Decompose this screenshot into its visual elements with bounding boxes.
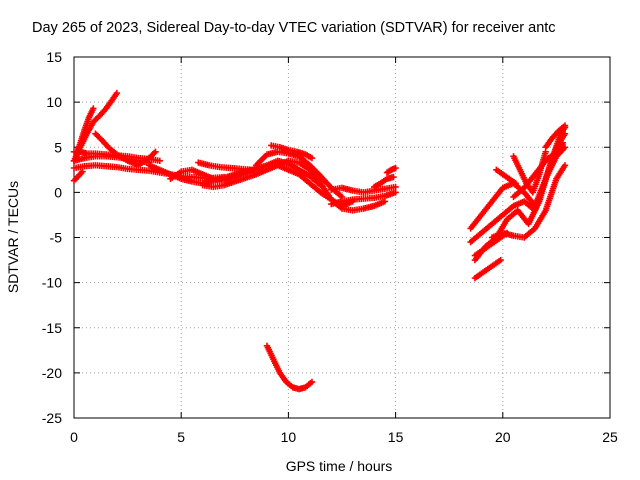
data-point [392, 164, 399, 172]
series-track-17 [370, 173, 397, 191]
data-point [561, 144, 569, 151]
y-tick-label: -10 [42, 275, 62, 291]
series-track-26 [510, 148, 549, 196]
series-track-23 [471, 256, 504, 282]
data-point [381, 198, 389, 205]
x-tick-label: 10 [281, 429, 297, 445]
y-axis-label: SDTVAR / TECUs [5, 181, 21, 293]
x-tick-label: 5 [177, 429, 185, 445]
data-point [497, 256, 504, 264]
series-track-10 [195, 159, 266, 174]
x-tick-label: 15 [388, 429, 404, 445]
series-track-7 [70, 168, 86, 184]
y-tick-label: 15 [46, 49, 62, 65]
data-point [79, 168, 86, 175]
x-tick-label: 0 [70, 429, 78, 445]
chart-title: Day 265 of 2023, Sidereal Day-to-day VTE… [32, 20, 556, 36]
x-axis-label: GPS time / hours [286, 458, 393, 474]
series-track-13 [268, 142, 316, 162]
series-track-2 [72, 105, 97, 160]
series-track-6 [92, 130, 159, 169]
data-point [559, 139, 567, 146]
x-tick-label: 25 [602, 429, 618, 445]
y-tick-label: -25 [42, 410, 62, 426]
series-track-14 [274, 162, 389, 214]
series-track-15 [328, 183, 399, 196]
data-point [113, 89, 121, 97]
data-point [152, 148, 159, 155]
data-point [561, 122, 569, 129]
y-tick-label: 10 [46, 94, 62, 110]
data-point [392, 183, 399, 191]
data-point [392, 189, 399, 196]
axis-ticks: 0 5 10 15 20 25 -25 -20 -15 -10 -5 0 5 10 15 [42, 49, 618, 445]
grid-lines [74, 57, 610, 418]
data-point [308, 154, 316, 162]
data-point [512, 180, 519, 187]
y-tick-label: -20 [42, 365, 62, 381]
data-point [90, 105, 97, 112]
series-track-18 [383, 164, 399, 176]
data-point [308, 378, 316, 386]
data-point [156, 157, 163, 164]
series-track-16 [328, 189, 399, 208]
series-track-29 [510, 139, 567, 201]
data-points [70, 89, 569, 393]
y-tick-label: 0 [54, 184, 62, 200]
y-tick-label: 5 [54, 139, 62, 155]
data-marker [150, 149, 158, 157]
y-tick-label: -15 [42, 320, 62, 336]
series-track-27 [493, 166, 519, 187]
data-point [561, 162, 569, 169]
data-point [390, 173, 397, 181]
series-track-25 [488, 162, 569, 241]
series-track-28 [542, 122, 569, 151]
series-track-19 [263, 342, 316, 393]
x-tick-label: 20 [495, 429, 511, 445]
y-tick-label: -5 [50, 230, 63, 246]
